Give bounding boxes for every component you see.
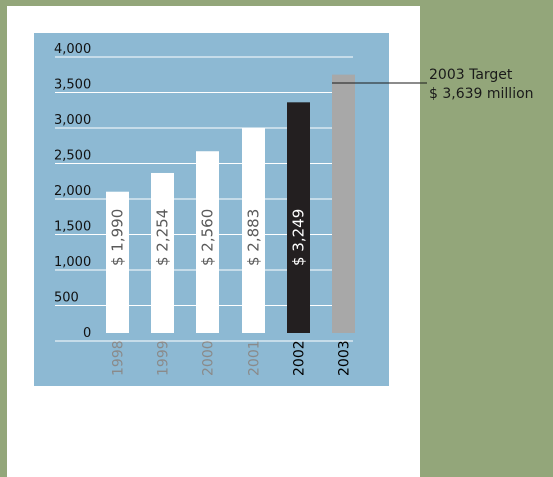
bar-value-labels: $ 1,990 $ 2,254 $ 2,560 $ 2,883 $ 3,249: [109, 209, 308, 266]
y-tick-label: 2,000: [54, 184, 91, 199]
x-tick-label-2002: 2002: [292, 340, 308, 376]
bar-value-label-2000: $ 2,560: [199, 209, 217, 266]
bar-value-label-1999: $ 2,254: [154, 209, 172, 266]
y-tick-label: 2,500: [54, 149, 91, 164]
x-tick-label-2001: 2001: [247, 340, 263, 376]
x-tick-label-1998: 1998: [111, 340, 127, 376]
bar-2002: [287, 102, 310, 333]
bars: [106, 74, 355, 334]
y-tick-label: 1,500: [54, 220, 91, 235]
bar-2001: [242, 128, 265, 333]
y-axis-ticks: 4,000 3,500 3,000 2,500 2,000 1,500 1,000 500 0: [54, 42, 91, 341]
y-tick-label: 1,000: [54, 255, 91, 270]
y-tick-label: 0: [83, 326, 91, 341]
x-tick-label-2000: 2000: [201, 340, 217, 376]
y-tick-label: 500: [54, 291, 79, 306]
bar-value-label-2002: $ 3,249: [290, 209, 308, 266]
x-axis-labels: 1998 1999 2000 2001 2002 2003: [111, 340, 353, 376]
y-tick-label: 4,000: [54, 42, 91, 57]
annotation-line-1: 2003 Target: [429, 67, 513, 83]
x-tick-label-1999: 1999: [156, 340, 172, 376]
bar-1998: [106, 191, 129, 333]
bar-value-label-2001: $ 2,883: [245, 209, 263, 266]
bar-value-label-1998: $ 1,990: [109, 209, 127, 266]
annotation-line-2: $ 3,639 million: [429, 86, 534, 102]
y-tick-label: 3,000: [54, 113, 91, 128]
x-tick-label-2003: 2003: [337, 340, 353, 376]
bar-2000: [196, 151, 219, 333]
bar-2003: [332, 74, 355, 334]
bar-1999: [151, 172, 174, 333]
target-annotation: 2003 Target $ 3,639 million: [332, 67, 534, 102]
y-tick-label: 3,500: [54, 78, 91, 93]
